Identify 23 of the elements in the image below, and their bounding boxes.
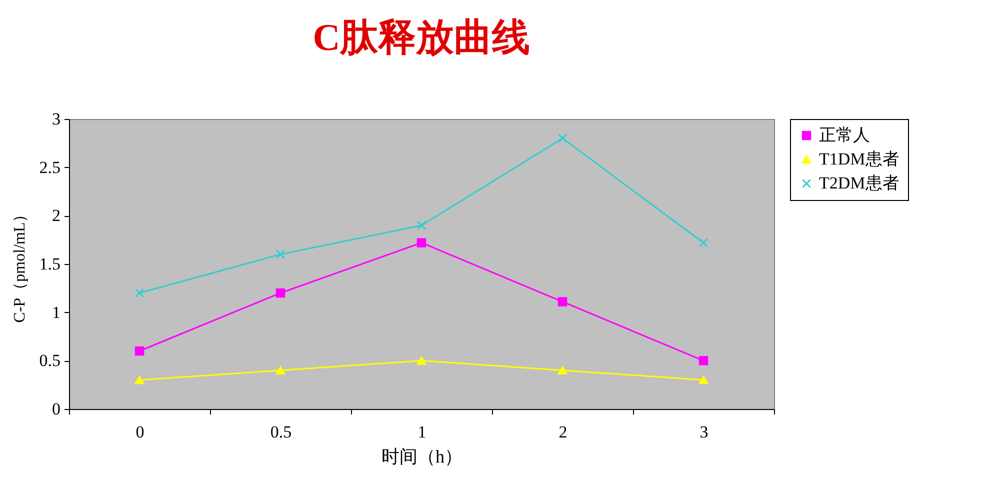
y-tick-label: 1.5	[39, 254, 60, 274]
y-tick-label: 0	[52, 400, 60, 418]
x-tick-label: 2	[558, 422, 568, 442]
x-axis-title: 时间（h）	[382, 446, 462, 466]
y-tick-label: 2	[52, 206, 60, 226]
x-tick-label: 0	[136, 422, 144, 442]
legend-label: T1DM患者	[819, 150, 900, 168]
point	[558, 134, 568, 143]
point	[276, 250, 286, 259]
legend-label: 正常人	[819, 126, 870, 144]
y-axis-title: C-P（pmol/mL）	[11, 206, 28, 323]
y-tick-label: 1	[52, 302, 60, 322]
y-tick-label: 3	[52, 110, 60, 128]
x-tick-label: 0.5	[270, 422, 292, 442]
x-tick-label: 1	[418, 422, 426, 442]
point	[134, 288, 144, 298]
x-tick-label: 3	[700, 422, 708, 442]
y-tick-label: 0.5	[39, 351, 60, 370]
y-tick-label: 2.5	[39, 158, 60, 177]
point	[698, 238, 708, 248]
chart-title: C肽释放曲线	[312, 17, 530, 59]
legend-label: T2DM患者	[819, 174, 900, 192]
point	[416, 220, 426, 230]
